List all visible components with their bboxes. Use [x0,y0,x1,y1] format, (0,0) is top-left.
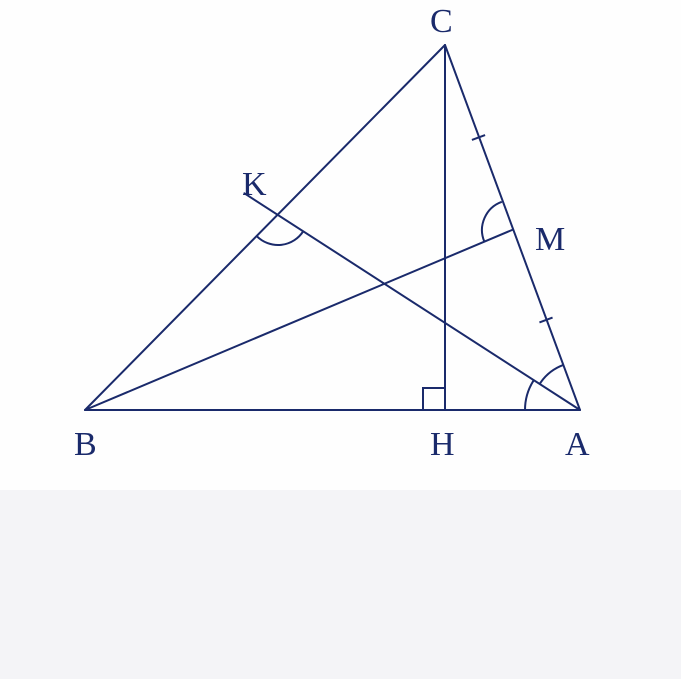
label-M: M [535,221,565,258]
label-A: A [565,426,590,463]
segment-BC [85,45,445,410]
angle-arc-A [525,380,534,410]
label-K: K [242,166,267,203]
label-B: B [74,426,97,463]
triangle-diagram: B A H C K M [0,0,681,490]
figure-container: B A H C K M [0,0,681,490]
angle-arc-A [540,365,564,384]
label-C: C [430,3,453,40]
segment-BM [85,230,512,410]
label-H: H [430,426,455,463]
segment-AK [244,193,580,410]
angle-arc-K [257,231,303,245]
right-angle-H [423,388,445,410]
